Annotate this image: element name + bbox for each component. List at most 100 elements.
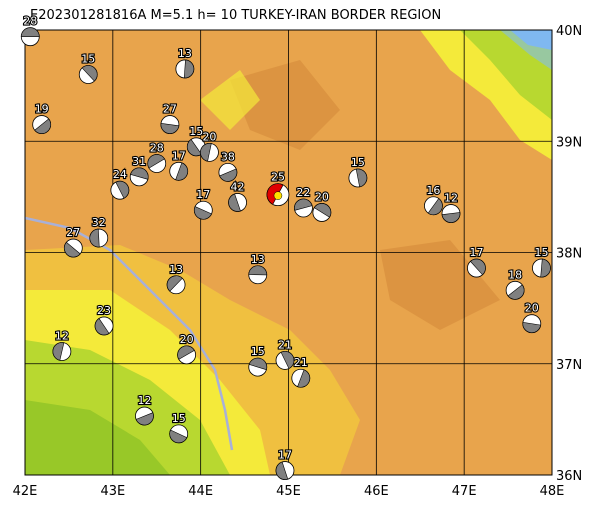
beachball xyxy=(166,275,186,295)
beachball xyxy=(32,115,52,134)
ball-quadrant xyxy=(297,369,311,388)
depth-label: 12 xyxy=(55,330,69,343)
beachball xyxy=(169,161,189,181)
depth-label: 19 xyxy=(35,103,49,116)
ball-quadrant xyxy=(20,27,40,37)
beachball xyxy=(175,59,195,79)
ball-quadrant xyxy=(522,321,542,333)
epicenter xyxy=(273,191,283,200)
depth-label: 20 xyxy=(202,130,216,143)
depth-label: 24 xyxy=(113,168,127,181)
beachball xyxy=(218,162,238,182)
depth-label: 17 xyxy=(469,246,483,259)
x-tick-label: 44E xyxy=(188,484,213,499)
depth-label: 20 xyxy=(315,190,329,203)
y-tick-label: 38N xyxy=(556,247,582,262)
depth-label: 17 xyxy=(278,449,292,462)
ball-quadrant xyxy=(147,154,165,169)
ball-quadrant xyxy=(540,258,551,278)
ball-quadrant xyxy=(313,203,332,218)
depth-label: 12 xyxy=(444,192,458,205)
beachball xyxy=(177,345,197,365)
ball-quadrant xyxy=(81,65,98,82)
x-tick-label: 46E xyxy=(364,484,389,499)
ball-quadrant xyxy=(275,461,289,480)
depth-label: 17 xyxy=(172,149,186,162)
beachball xyxy=(266,183,290,207)
depth-label: 27 xyxy=(163,103,177,116)
depth-label: 28 xyxy=(150,142,164,155)
beachball xyxy=(147,154,167,173)
ball-quadrant xyxy=(64,241,81,258)
beachball xyxy=(110,180,130,200)
depth-label: 15 xyxy=(351,156,365,169)
beachball xyxy=(63,238,83,258)
ball-quadrant xyxy=(177,345,195,360)
ball-quadrant xyxy=(355,168,368,188)
ball-quadrant xyxy=(166,275,183,292)
beachball xyxy=(228,193,247,212)
depth-label: 15 xyxy=(81,53,95,66)
beachball xyxy=(169,424,189,444)
ball-quadrant xyxy=(160,122,180,134)
depth-label: 16 xyxy=(426,184,440,197)
depth-label: 13 xyxy=(178,47,192,60)
depth-label: 15 xyxy=(534,246,548,259)
ball-quadrant xyxy=(52,342,65,361)
beachball xyxy=(291,368,311,388)
depth-label: 32 xyxy=(92,216,106,229)
ball-quadrant xyxy=(427,198,443,215)
beachball xyxy=(424,196,443,216)
ball-quadrant xyxy=(175,162,188,181)
x-tick-label: 42E xyxy=(13,484,38,499)
ball-quadrant xyxy=(183,59,195,79)
ball-quadrant xyxy=(94,318,110,336)
beachball xyxy=(275,461,295,480)
beachball xyxy=(135,406,154,426)
beachball xyxy=(193,200,213,220)
x-tick-label: 48E xyxy=(540,484,565,499)
beachball xyxy=(129,167,149,187)
x-tick-label: 43E xyxy=(100,484,125,499)
depth-label: 22 xyxy=(296,186,310,199)
ball-quadrant xyxy=(34,118,51,134)
beachball xyxy=(275,351,295,370)
ball-quadrant xyxy=(294,198,313,211)
depth-label: 20 xyxy=(525,302,539,315)
beachball xyxy=(348,168,368,188)
beachball xyxy=(467,258,486,278)
ball-quadrant xyxy=(200,143,212,162)
y-tick-label: 37N xyxy=(556,358,582,373)
depth-label: 23 xyxy=(97,304,111,317)
beachball xyxy=(294,198,313,218)
ball-quadrant xyxy=(187,139,202,157)
beachball xyxy=(200,142,219,162)
ball-quadrant xyxy=(130,167,149,180)
ball-quadrant xyxy=(248,357,268,371)
beachball xyxy=(532,258,551,278)
y-tick-label: 39N xyxy=(556,135,582,150)
map-title: E202301281816A M=5.1 h= 10 TURKEY-IRAN B… xyxy=(30,8,441,23)
depth-label: 38 xyxy=(221,150,235,163)
ball-quadrant xyxy=(169,429,188,444)
beachball xyxy=(160,115,180,134)
ball-quadrant xyxy=(507,284,525,300)
depth-label: 15 xyxy=(172,412,186,425)
ball-quadrant xyxy=(280,351,295,369)
depth-label: 17 xyxy=(196,188,210,201)
beachball xyxy=(78,65,98,84)
ball-quadrant xyxy=(441,212,461,223)
depth-label: 31 xyxy=(132,155,146,168)
x-tick-label: 47E xyxy=(452,484,477,499)
beachball xyxy=(248,357,268,377)
depth-label: 25 xyxy=(271,171,285,184)
beachball xyxy=(52,342,72,361)
beachball xyxy=(20,27,40,47)
y-tick-label: 36N xyxy=(556,469,582,484)
depth-label: 21 xyxy=(294,356,308,369)
depth-label: 21 xyxy=(278,338,292,351)
beachball xyxy=(312,203,332,222)
beachball xyxy=(441,204,461,223)
ball-quadrant xyxy=(115,180,130,199)
